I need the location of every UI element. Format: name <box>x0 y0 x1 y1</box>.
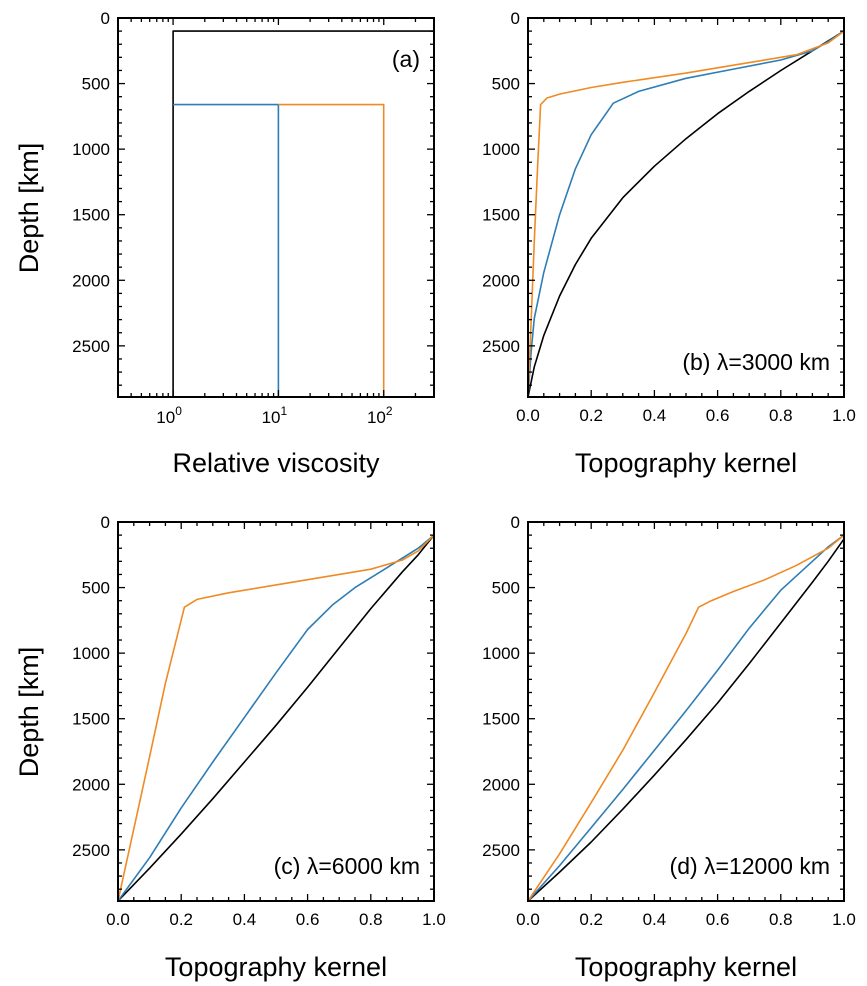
series-line-blue <box>118 534 434 901</box>
x-tick-label: 0.8 <box>769 910 793 929</box>
panel-d: 0 500 1000 1500 2000 2500 0.0 0.2 0.4 0.6 0.8 1.0 To… <box>482 513 856 982</box>
x-axis-label: Topography kernel <box>165 952 387 982</box>
series-line-orange <box>528 30 844 397</box>
x-tick-label: 0.6 <box>706 910 730 929</box>
y-tick-label: 1500 <box>72 710 110 729</box>
series-line-orange <box>118 534 434 901</box>
y-axis-label: Depth [km] <box>14 647 44 778</box>
series-line-blue <box>528 30 844 397</box>
series-line-black <box>528 538 844 901</box>
x-tick-label: 1.0 <box>422 910 446 929</box>
x-tick-label: 0.6 <box>296 910 320 929</box>
y-tick-label: 2500 <box>72 841 110 860</box>
series-line-blue <box>173 103 280 397</box>
y-tick-label: 0 <box>101 9 110 28</box>
y-tick-label: 1000 <box>72 140 110 159</box>
x-tick-label: 0.0 <box>106 910 130 929</box>
y-tick-label: 2500 <box>482 841 520 860</box>
y-tick-label: 2500 <box>482 337 520 356</box>
x-tick-label: 1.0 <box>832 406 856 425</box>
y-tick-label: 0 <box>511 513 520 532</box>
y-tick-label: 1000 <box>482 140 520 159</box>
x-axis-label: Relative viscosity <box>172 448 380 478</box>
x-tick-label: 0.8 <box>769 406 793 425</box>
series-line-black <box>118 534 434 901</box>
series-line-blue <box>528 534 844 901</box>
panel-b: 0 500 1000 1500 2000 2500 0.0 0.2 0.4 0.6 0.8 1.0 To… <box>482 9 856 478</box>
y-tick-label: 1500 <box>482 206 520 225</box>
panel-annotation: (c) λ=6000 km <box>274 853 420 879</box>
x-tick-label: 100 <box>156 404 182 427</box>
x-tick-label: 101 <box>262 404 288 427</box>
panel-a: 0 500 1000 1500 2000 2500 100 101 102 Relative vi… <box>14 9 435 478</box>
plot-frame <box>117 17 435 398</box>
y-tick-label: 0 <box>101 513 110 532</box>
x-tick-label: 0.4 <box>643 406 667 425</box>
y-tick-label: 1500 <box>482 710 520 729</box>
x-tick-label: 0.2 <box>169 910 193 929</box>
plot-frame <box>117 521 435 902</box>
y-tick-label: 500 <box>82 75 110 94</box>
series-line-orange <box>528 534 844 901</box>
x-tick-label: 0.8 <box>359 910 383 929</box>
x-axis-label: Topography kernel <box>575 448 797 478</box>
y-tick-label: 1500 <box>72 206 110 225</box>
series-line-orange <box>278 103 385 397</box>
y-tick-label: 500 <box>82 579 110 598</box>
panel-annotation: (d) λ=12000 km <box>670 853 830 879</box>
y-tick-label: 2000 <box>72 271 110 290</box>
plot-frame <box>527 17 845 398</box>
y-tick-label: 1000 <box>482 644 520 663</box>
series-group <box>528 534 844 901</box>
x-tick-label: 0.0 <box>516 910 540 929</box>
y-tick-label: 2000 <box>482 271 520 290</box>
series-group <box>118 534 434 901</box>
x-tick-label: 0.4 <box>233 910 257 929</box>
panel-annotation: (a) <box>392 46 420 72</box>
x-tick-label: 102 <box>367 404 393 427</box>
x-tick-label: 0.6 <box>706 406 730 425</box>
series-group <box>528 30 844 397</box>
y-tick-label: 2000 <box>482 775 520 794</box>
x-axis-label: Topography kernel <box>575 952 797 982</box>
x-tick-label: 1.0 <box>832 910 856 929</box>
y-tick-label: 1000 <box>72 644 110 663</box>
y-tick-label: 500 <box>492 579 520 598</box>
x-tick-label: 0.2 <box>579 910 603 929</box>
y-tick-label: 0 <box>511 9 520 28</box>
series-group <box>172 30 434 397</box>
y-axis-label: Depth [km] <box>14 143 44 274</box>
series-line-black <box>528 30 844 397</box>
x-tick-label: 0.0 <box>516 406 540 425</box>
y-tick-label: 2500 <box>72 337 110 356</box>
y-tick-label: 500 <box>492 75 520 94</box>
series-line-black <box>172 30 434 397</box>
x-tick-label: 0.4 <box>643 910 667 929</box>
y-tick-label: 2000 <box>72 775 110 794</box>
panel-annotation: (b) λ=3000 km <box>682 349 830 375</box>
x-tick-label: 0.2 <box>579 406 603 425</box>
panel-c: 0 500 1000 1500 2000 2500 0.0 0.2 0.4 0.6 0.8 1.0 To… <box>14 513 446 982</box>
